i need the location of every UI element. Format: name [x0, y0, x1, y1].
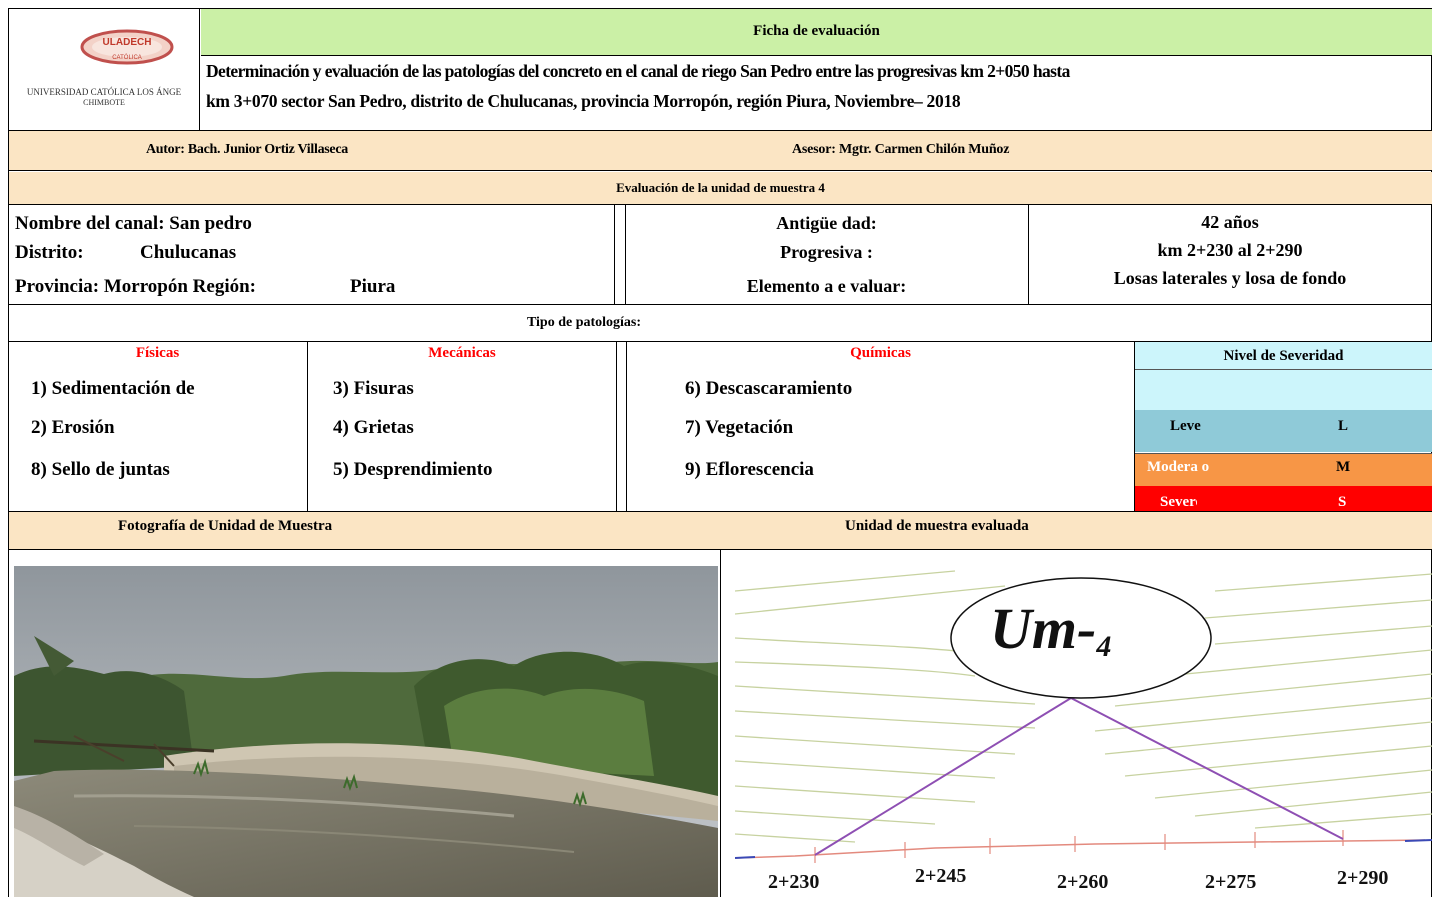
pathology-item: 1) Sedimentación de — [31, 378, 195, 399]
divider — [616, 341, 617, 511]
author-row: Autor: Bach. Junior Ortiz Villaseca Ases… — [9, 131, 1432, 171]
mecanicas-title: Mecánicas — [428, 345, 496, 361]
pathology-item: 7) Vegetación — [685, 417, 794, 438]
divider — [720, 549, 721, 897]
divider — [8, 304, 1432, 305]
header-title-cell: Ficha de evaluación — [201, 9, 1432, 56]
severity-severo-row: Severo S — [1135, 486, 1432, 511]
unit-label-bubble — [950, 577, 1212, 699]
pathology-types-title: Tipo de patologías: — [526, 315, 642, 330]
pathology-item: 6) Descascaramiento — [685, 378, 853, 399]
divider — [1134, 341, 1135, 511]
sample-title-row: Evaluación de la unidad de muestra 4 — [9, 172, 1432, 205]
severity-leve-label: Leve — [1170, 418, 1201, 434]
advisor: Asesor: Mgtr. Carmen Chilón Muñoz — [792, 142, 1010, 157]
station-label: 2+290 — [1337, 867, 1388, 889]
divider — [307, 341, 308, 511]
province-label: Provincia: Morropón Región: — [15, 276, 256, 297]
quimicas-title: Químicas — [850, 345, 911, 361]
divider — [614, 205, 615, 304]
logo-block: ULADECH CATÓLICA UNIVERSIDAD CATÓLICA LO… — [9, 9, 200, 130]
unit-label-number: 4 — [1095, 630, 1111, 663]
sample-unit-photo — [14, 566, 718, 897]
station-label: 2+275 — [1205, 871, 1256, 893]
author: Autor: Bach. Junior Ortiz Villaseca — [146, 142, 348, 157]
pathology-item: 9) Eflorescencia — [685, 459, 814, 480]
fisicas-title: Físicas — [135, 345, 180, 361]
sample-title: Evaluación de la unidad de muestra 4 — [616, 180, 825, 195]
study-title-line2: km 3+070 sector San Pedro, distrito de C… — [206, 91, 961, 111]
logo-city: CHIMBOTE — [83, 98, 125, 107]
station-label: 2+245 — [915, 865, 966, 887]
severity-moderado-label: Modera o — [1147, 459, 1210, 475]
severity-title: Nivel de Severidad — [1223, 348, 1344, 364]
element-label: Elemento a e valuar: — [746, 276, 907, 296]
contour-lines — [735, 570, 1432, 843]
element-value: Losas laterales y losa de fondo — [1113, 268, 1347, 288]
divider — [1028, 205, 1029, 304]
photo-title-row: Fotografía de Unidad de Muestra Unidad d… — [9, 512, 1432, 549]
page-title: Ficha de evaluación — [753, 23, 880, 39]
progressive-value: km 2+230 al 2+290 — [1157, 240, 1303, 260]
divider — [8, 511, 1432, 512]
study-title-line1: Determinación y evaluación de las patolo… — [206, 61, 1070, 81]
divider — [625, 205, 626, 304]
severity-header: Nivel de Severidad — [1135, 342, 1432, 410]
canal-name: Nombre del canal: San pedro — [15, 213, 252, 234]
pathology-item: 4) Grietas — [333, 417, 414, 438]
pathology-item: 2) Erosión — [31, 417, 115, 438]
station-label: 2+260 — [1057, 871, 1108, 893]
form-frame — [8, 8, 1432, 897]
divider — [626, 341, 627, 511]
evaluated-title: Unidad de muestra evaluada — [845, 518, 1029, 534]
logo-university: UNIVERSIDAD CATÓLICA LOS ÁNGE — [27, 87, 182, 97]
severity-leve-row: Leve L — [1135, 410, 1432, 452]
photo-title: Fotografía de Unidad de Muestra — [118, 518, 333, 534]
unit-label: Um-4 — [990, 596, 1111, 663]
pathology-item: 5) Desprendimiento — [333, 459, 493, 480]
canal-axis — [735, 839, 1426, 859]
progressive-label: Progresiva : — [780, 242, 873, 262]
logo-name: ULADECH — [103, 37, 152, 48]
province-value: Piura — [350, 276, 396, 297]
age-value: 42 años — [1201, 212, 1259, 232]
pathology-item: 3) Fisuras — [333, 378, 414, 399]
severity-moderado-row: Modera o M — [1135, 453, 1432, 486]
divider — [1135, 369, 1432, 370]
station-ticks — [814, 830, 1344, 863]
logo-subtitle: CATÓLICA — [112, 54, 142, 61]
pathology-item: 8) Sello de juntas — [31, 459, 170, 480]
sample-unit-diagram: Um-4 2+230 2+245 2+260 2+275 2+290 — [735, 570, 1432, 893]
severity-severo-label: Severo — [1160, 494, 1197, 510]
unit-marker — [814, 696, 1344, 856]
station-label: 2+230 — [768, 871, 819, 893]
divider — [8, 341, 1432, 342]
age-label: Antigüe dad: — [776, 213, 877, 233]
severity-leve-code: L — [1338, 418, 1349, 434]
district-label: Distrito: — [15, 242, 84, 263]
uladech-logo: ULADECH CATÓLICA UNIVERSIDAD CATÓLICA LO… — [27, 29, 182, 107]
severity-moderado-code: M — [1336, 459, 1351, 475]
severity-severo-code: S — [1338, 494, 1347, 510]
divider — [8, 130, 1432, 131]
district-value: Chulucanas — [140, 242, 237, 263]
